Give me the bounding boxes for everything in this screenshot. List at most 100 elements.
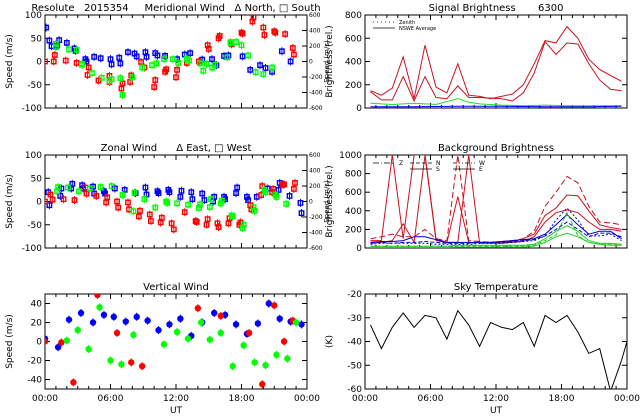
y2-tick-label: 600: [309, 12, 321, 19]
plot-area: [45, 178, 305, 234]
data-point: [79, 60, 86, 67]
plot-area: [45, 15, 297, 99]
data-point: [297, 199, 304, 206]
data-point: [129, 74, 136, 81]
data-point: [227, 40, 234, 46]
data-point: [57, 193, 64, 199]
data-point: [193, 219, 200, 225]
data-point: [119, 92, 126, 98]
data-point: [115, 204, 122, 211]
data-point: [91, 53, 98, 60]
data-point: [260, 71, 267, 77]
data-point: [70, 379, 77, 386]
data-point: [280, 338, 288, 345]
data-point: [245, 52, 251, 59]
legend-label: E: [479, 166, 483, 173]
y2-tick-label: -600: [309, 245, 323, 252]
data-point: [211, 309, 218, 317]
y-tick-label: 800: [345, 170, 362, 180]
x-tick-label: 12:00: [483, 394, 509, 404]
legend-label: NSWE Average: [399, 26, 436, 32]
legend-label: Z: [399, 160, 403, 167]
data-point: [72, 47, 79, 54]
y-axis-label: (K): [325, 335, 335, 348]
data-point: [138, 363, 146, 370]
data-point: [217, 312, 224, 320]
plot-area: [370, 155, 622, 248]
y2-tick-label: -200: [309, 74, 323, 81]
data-point: [283, 200, 290, 207]
data-point: [265, 300, 272, 307]
data-point: [173, 74, 179, 81]
x-tick-label: 06:00: [98, 394, 124, 404]
series-line-blue-3: [370, 207, 622, 245]
data-point: [271, 302, 278, 309]
panel-zonal: Zonal Wind Δ East, □ West -100 -50 0 50 100 Sp…: [5, 143, 331, 254]
y-axis-label: Speed (m/s): [5, 314, 15, 369]
data-point: [73, 59, 80, 66]
y-tick-label: 100: [25, 11, 42, 21]
x-tick-label: 18:00: [229, 394, 255, 404]
data-point: [158, 214, 165, 221]
data-point: [238, 42, 245, 49]
data-point: [110, 313, 117, 320]
data-point: [162, 53, 168, 59]
data-point: [60, 196, 67, 203]
panel-vertical: Vertical Wind -40 -20 0 20 40 Speed (m/s) 00:00…: [5, 282, 320, 416]
data-point: [208, 196, 214, 203]
data-point: [197, 201, 203, 208]
data-point: [271, 28, 278, 35]
series-line-green-1: [370, 225, 622, 247]
data-point: [282, 31, 289, 37]
y-tick-label: -50: [27, 221, 42, 231]
y-tick-label: 0: [36, 338, 42, 348]
data-point: [240, 221, 247, 228]
data-point: [133, 313, 140, 320]
data-point: [205, 46, 212, 52]
legend-label: W: [479, 160, 485, 167]
data-point: [261, 32, 268, 38]
chart-title: Background Brightness: [438, 143, 554, 154]
data-point: [152, 204, 159, 211]
data-point: [281, 181, 287, 188]
data-point: [65, 316, 73, 323]
plot-area: [45, 294, 305, 389]
data-point: [215, 224, 222, 230]
data-point: [238, 29, 245, 36]
data-point: [232, 321, 240, 328]
x-tick-label: 00:00: [352, 394, 378, 404]
data-point: [218, 197, 225, 204]
data-point: [168, 220, 175, 227]
data-point: [284, 355, 291, 362]
data-point: [287, 58, 294, 65]
data-point: [200, 67, 207, 74]
data-point: [85, 64, 92, 71]
data-point: [46, 202, 53, 209]
data-point: [154, 52, 161, 59]
data-point: [291, 51, 297, 58]
data-point: [291, 186, 297, 192]
data-point: [119, 80, 126, 87]
data-point: [108, 183, 115, 190]
data-point: [233, 190, 239, 197]
data-point: [116, 54, 123, 61]
data-point: [63, 40, 70, 46]
data-point: [113, 329, 121, 337]
chart-title: Zonal Wind Δ East, □ West: [101, 143, 252, 154]
data-point: [239, 53, 246, 60]
data-point: [133, 53, 140, 60]
data-point: [121, 186, 128, 193]
data-point: [45, 58, 48, 65]
data-point: [137, 207, 143, 214]
y2-tick-label: -200: [309, 214, 323, 221]
data-point: [131, 189, 138, 196]
data-point: [62, 57, 69, 64]
data-point: [146, 211, 153, 218]
data-point: [225, 220, 232, 227]
data-point: [163, 198, 170, 205]
data-point: [181, 209, 188, 216]
data-point: [174, 200, 180, 207]
series-line-red-avg: [370, 40, 622, 103]
chart-title: Vertical Wind: [143, 282, 209, 293]
